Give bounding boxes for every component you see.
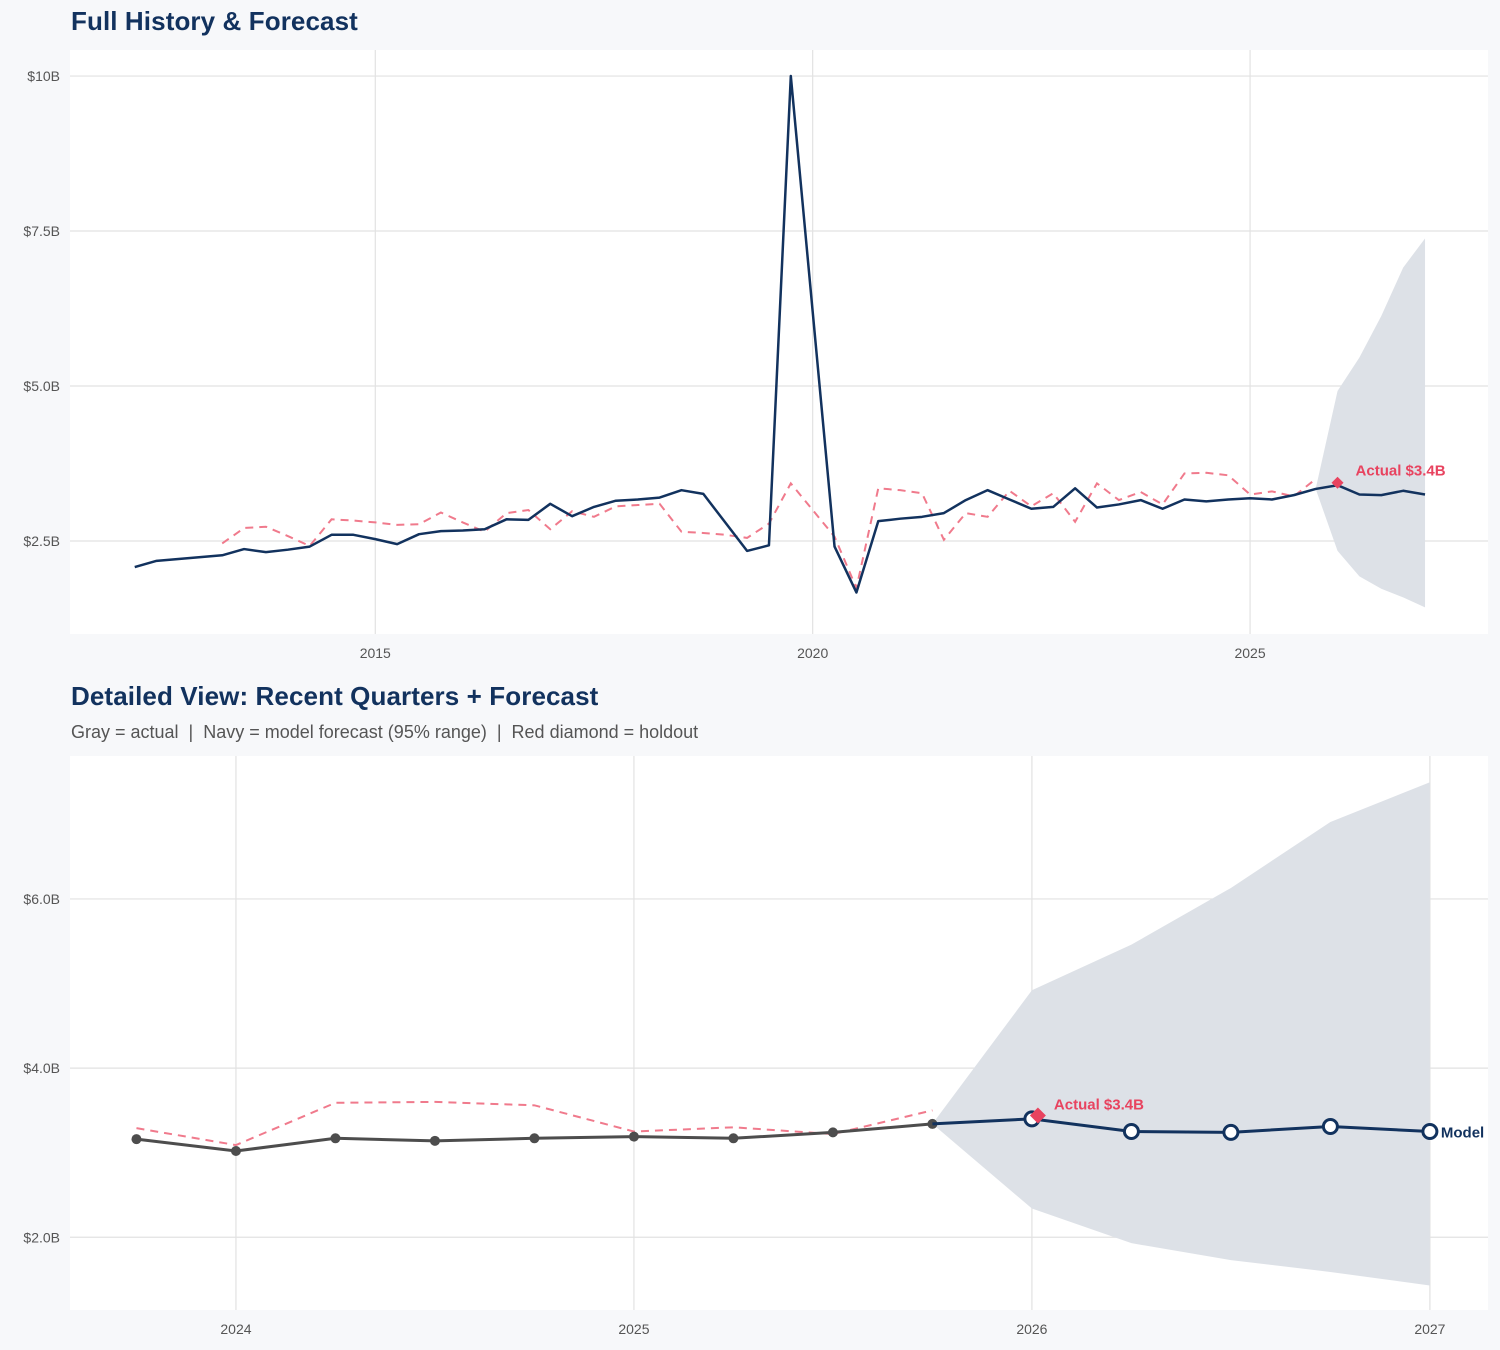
forecast-series-label: Model — [1441, 1125, 1484, 1142]
y-tick-label: $7.5B — [23, 223, 60, 239]
forecast-point — [1122, 1123, 1140, 1141]
history-chart: 2015 2020 2025 $2.5B $5.0B $7.5B $10B Actual $3… — [23, 50, 1488, 661]
forecast-point — [1421, 1123, 1439, 1141]
actual-and-forecast-line — [134, 74, 1426, 594]
x-tick-label: 2025 — [1234, 645, 1265, 661]
actual-point — [529, 1133, 540, 1144]
y-tick-label: $5.0B — [23, 378, 60, 394]
actual-point — [827, 1127, 838, 1138]
actual-point — [131, 1134, 142, 1145]
bottom-chart-title: Detailed View: Recent Quarters + Forecas… — [71, 681, 599, 711]
bottom-chart-subtitle: Gray = actual | Navy = model forecast (9… — [71, 722, 699, 742]
forecast-line — [932, 1117, 1430, 1134]
forecast-point — [1321, 1117, 1339, 1135]
forecast-95-range-band — [1315, 238, 1426, 608]
x-tick-label: 2024 — [220, 1321, 251, 1337]
x-tick-label: 2015 — [360, 645, 391, 661]
actual-point — [230, 1145, 241, 1156]
forecast-point — [1222, 1123, 1240, 1141]
actual-point — [628, 1131, 639, 1142]
y-tick-label: $4.0B — [23, 1060, 60, 1076]
top-chart-title: Full History & Forecast — [71, 6, 358, 36]
forecast-95-range-band — [932, 782, 1430, 1286]
y-tick-label: $10B — [27, 68, 60, 84]
x-tick-label: 2026 — [1016, 1321, 1047, 1337]
actual-point — [429, 1135, 440, 1146]
detail-chart: 2024 2025 2026 2027 $2.0B $4.0B $6.0B Model Actu… — [23, 756, 1488, 1337]
holdout-annotation: Actual $3.4B — [1356, 463, 1446, 480]
x-tick-label: 2027 — [1414, 1321, 1445, 1337]
y-tick-label: $2.5B — [23, 533, 60, 549]
actual-point — [728, 1133, 739, 1144]
dashed-series-line — [136, 1100, 933, 1147]
actual-point — [330, 1133, 341, 1144]
x-tick-label: 2025 — [618, 1321, 649, 1337]
holdout-annotation: Actual $3.4B — [1054, 1096, 1144, 1113]
holdout-diamond — [1029, 1107, 1046, 1124]
y-tick-label: $6.0B — [23, 891, 60, 907]
y-tick-label: $2.0B — [23, 1229, 60, 1245]
holdout-diamond — [1331, 476, 1344, 489]
x-tick-label: 2020 — [797, 645, 828, 661]
